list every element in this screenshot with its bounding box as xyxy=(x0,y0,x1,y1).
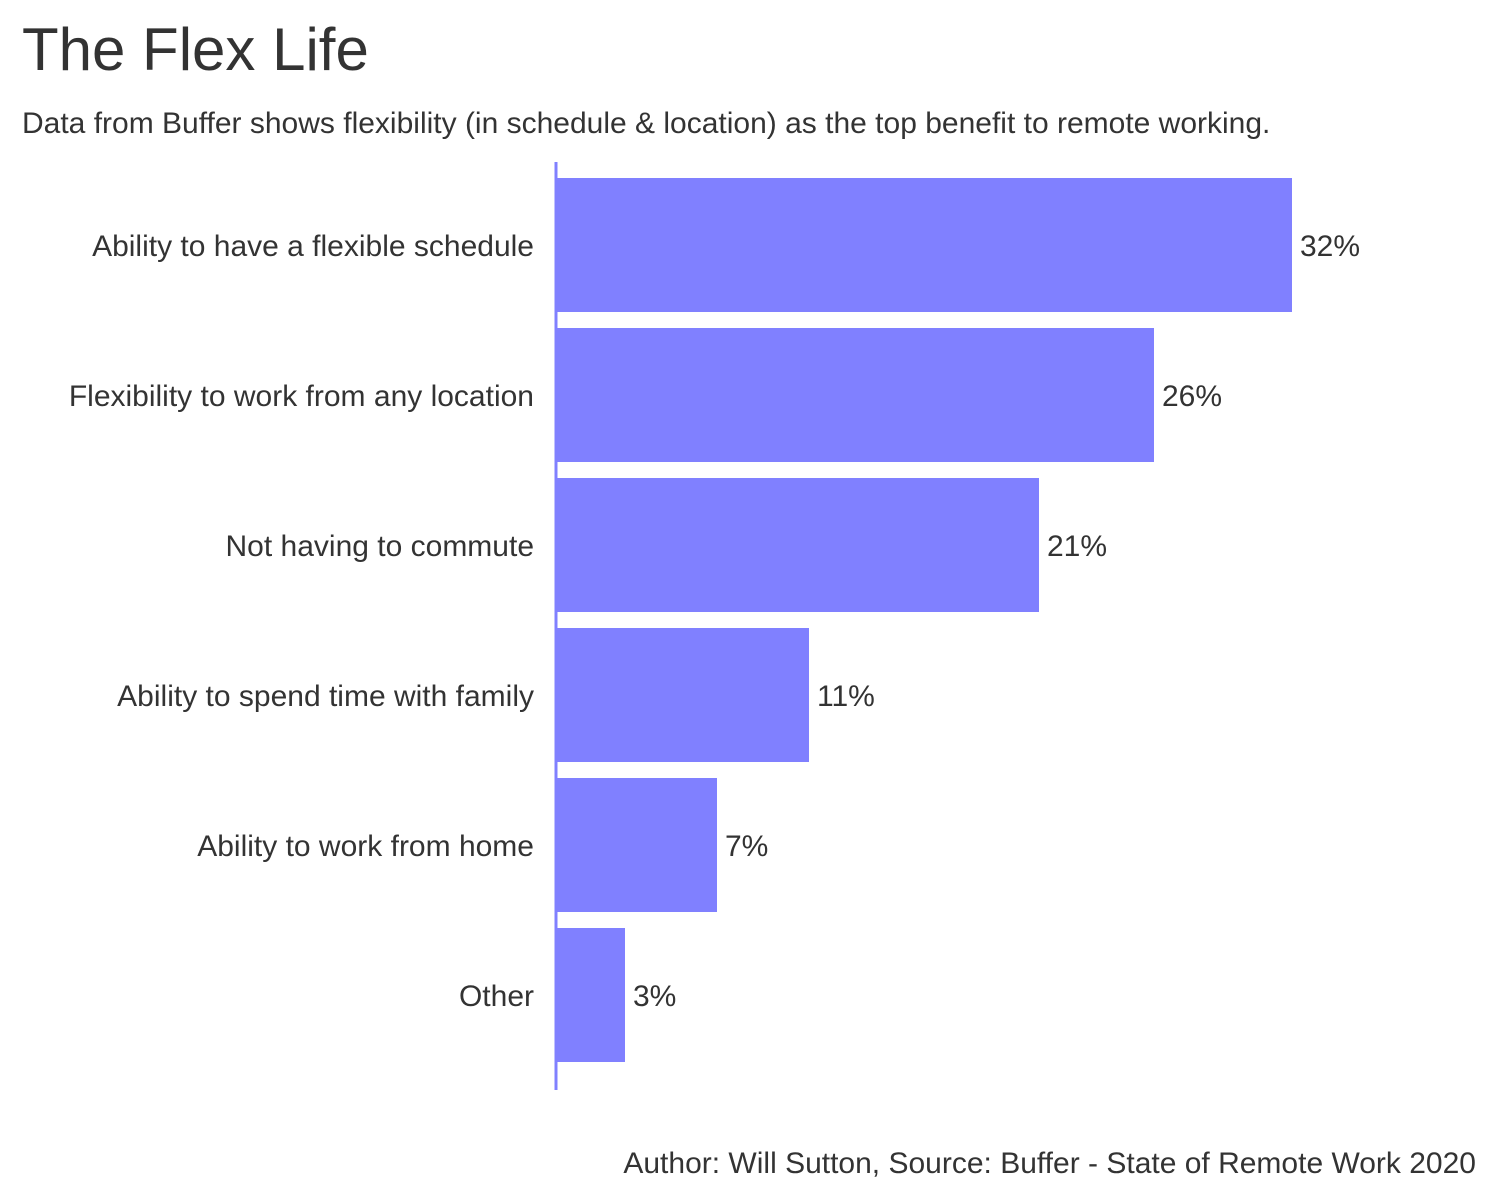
category-label-5: Other xyxy=(459,980,534,1013)
chart-subtitle: Data from Buffer shows flexibility (in s… xyxy=(22,107,1271,140)
category-label-4: Ability to work from home xyxy=(197,830,534,863)
category-label-1: Flexibility to work from any location xyxy=(69,380,534,413)
value-label-5: 3% xyxy=(633,980,676,1013)
category-label-0: Ability to have a flexible schedule xyxy=(92,230,534,263)
value-label-1: 26% xyxy=(1162,380,1222,413)
bar-3 xyxy=(556,628,809,762)
bar-4 xyxy=(556,778,717,912)
chart-title: The Flex Life xyxy=(22,16,369,83)
value-label-2: 21% xyxy=(1047,530,1107,563)
value-label-0: 32% xyxy=(1300,230,1360,263)
bar-1 xyxy=(556,328,1154,462)
chart-caption: Author: Will Sutton, Source: Buffer - St… xyxy=(623,1147,1476,1180)
value-label-3: 11% xyxy=(817,680,875,713)
value-label-4: 7% xyxy=(725,830,768,863)
category-label-2: Not having to commute xyxy=(226,530,534,563)
bar-5 xyxy=(556,928,625,1062)
bar-0 xyxy=(556,178,1292,312)
category-label-3: Ability to spend time with family xyxy=(117,680,534,713)
bar-2 xyxy=(556,478,1039,612)
